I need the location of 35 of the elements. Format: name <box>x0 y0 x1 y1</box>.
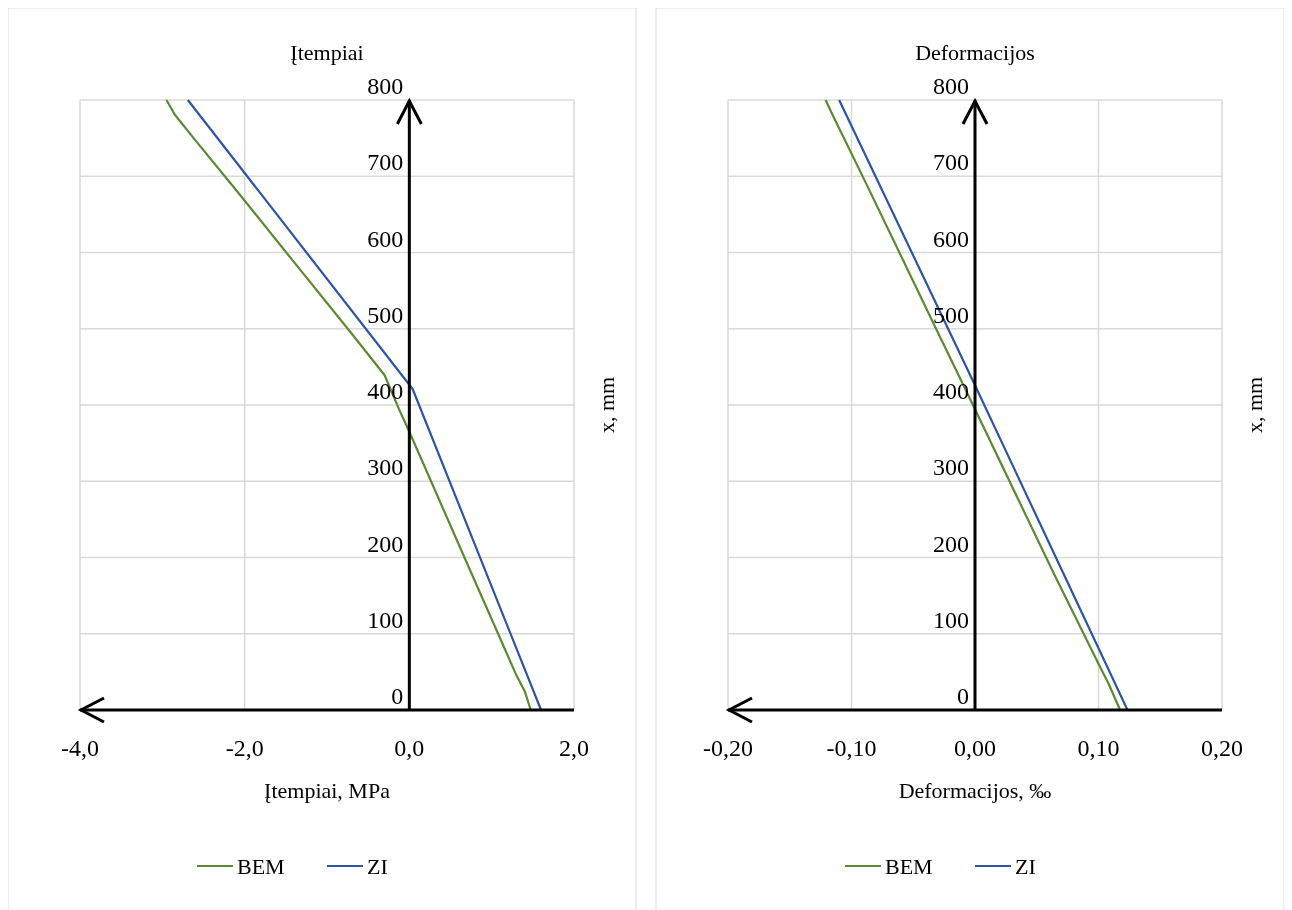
y-tick-label: 600 <box>933 225 969 252</box>
x-tick-label: 0,0 <box>394 735 425 761</box>
x-axis-title: Įtempiai, MPa <box>264 778 391 803</box>
x-tick-label: -4,0 <box>61 735 99 761</box>
x-tick-label: -0,10 <box>826 735 877 761</box>
y-tick-label: 100 <box>933 606 969 633</box>
legend-label: ZI <box>1015 853 1036 879</box>
x-axis-title: Deformacijos, ‰ <box>898 778 1052 803</box>
y-tick-label: 0 <box>957 683 969 709</box>
chart-title: Įtempiai <box>290 40 364 65</box>
y-tick-label: 500 <box>367 301 404 328</box>
x-tick-label: 0,00 <box>954 735 996 761</box>
x-tick-label: -2,0 <box>225 735 264 761</box>
y-tick-label: 200 <box>367 530 404 557</box>
y-tick-label: 300 <box>367 454 404 481</box>
legend-label: ZI <box>367 853 388 879</box>
y-tick-label: 300 <box>933 454 969 481</box>
y-tick-label: 800 <box>367 73 404 99</box>
y-axis-title: x, mm <box>1242 376 1267 434</box>
y-tick-label: 800 <box>933 73 969 99</box>
x-tick-label: 2,0 <box>559 735 589 761</box>
x-tick-label: -0,20 <box>703 735 753 761</box>
y-tick-label: 200 <box>933 530 969 557</box>
legend-label: BEM <box>237 853 285 879</box>
y-tick-label: 700 <box>367 149 404 176</box>
y-tick-label: 400 <box>933 378 969 404</box>
x-tick-label: 0,10 <box>1077 735 1120 761</box>
y-tick-label: 600 <box>367 225 404 252</box>
legend-label: BEM <box>885 853 933 879</box>
chart-title: Deformacijos <box>915 40 1035 65</box>
x-tick-label: 0,20 <box>1201 735 1243 761</box>
y-tick-label: 100 <box>367 606 404 633</box>
y-axis-title: x, mm <box>594 376 619 434</box>
y-tick-label: 700 <box>933 149 969 176</box>
y-tick-label: 0 <box>391 683 404 709</box>
